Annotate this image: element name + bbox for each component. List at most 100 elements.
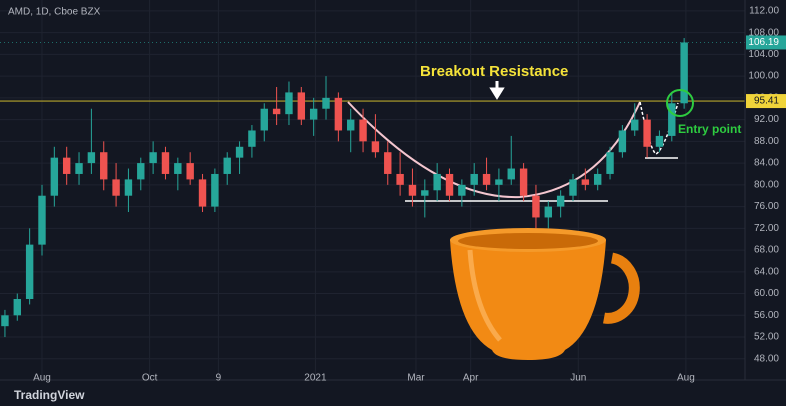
y-tick-label: 52.00 [754,332,779,343]
candle-body [631,119,639,131]
candle-body [235,146,244,158]
candle-body [186,163,194,180]
candle-body [519,168,528,196]
candle-body [544,206,553,218]
candle-body [137,163,145,180]
x-tick-label: Aug [677,373,695,384]
candle-body [198,179,207,207]
candle-body [606,152,614,174]
arrow [489,81,505,100]
candle-body [668,103,676,136]
y-tick-label: 104.00 [748,49,779,60]
y-tick-label: 88.00 [754,136,779,147]
cup-handle [603,252,640,324]
y-tick-label: 92.00 [754,114,779,125]
x-tick-label: Oct [142,373,158,384]
axes: 48.00 52.00 56.00 60.00 64.00 68.00 72.00 76.00… [33,6,786,384]
candle-body [680,42,688,104]
candle-body [62,157,71,174]
candle-body [384,152,392,174]
y-tick-label: 60.00 [754,288,779,299]
y-tick-label: 56.00 [754,310,779,321]
candle-body [495,179,503,185]
candle-body [124,179,133,196]
candle-body [618,130,627,153]
candle-body [445,173,454,196]
candle-body [285,92,293,115]
cup-curve [347,101,641,199]
cup-image [450,228,640,360]
resistance-label: 95.41 [754,96,779,107]
last-price-tag [746,35,786,50]
y-tick-label: 84.00 [754,158,779,169]
candle-body [38,195,46,245]
cup-highlight [467,249,502,342]
candle-body [408,184,417,196]
candle-body [149,152,157,164]
y-tick-label: 112.00 [749,6,779,17]
candle-body [458,184,466,196]
y-tick-label: 76.00 [754,201,779,212]
candle-body [470,173,478,185]
y-tick-label: 48.00 [754,353,779,364]
candle-body [556,195,565,207]
x-tick-label: Mar [407,373,425,384]
candle-body [532,195,540,218]
candle-body [272,108,281,115]
resistance-tag [746,94,786,109]
y-tick-label: 100.00 [748,71,779,82]
candle-body [75,163,83,174]
x-tick-label: Apr [463,373,479,384]
candle-body [297,92,306,120]
candle-body [482,173,491,185]
x-tick-label: 9 [216,373,222,384]
candle-body [569,179,577,196]
annotation: Breakout Resistance [420,63,568,80]
candle-body [161,152,170,174]
last-price-label: 106.19 [748,37,779,48]
candle-body [334,97,343,131]
candle-body [87,152,96,164]
candle-body [643,119,651,147]
candle-body [396,173,404,185]
y-tick-label: 72.00 [754,223,779,234]
candle-body [211,173,219,207]
candle-body [223,157,231,174]
entry-circle [666,89,694,117]
candle-body [347,119,355,131]
y-tick-label: 80.00 [754,179,779,190]
candle-body [260,108,268,131]
candle-body [421,190,429,196]
chart-header: AMD, 1D, Cboe BZX [8,7,101,18]
candles [1,38,688,338]
x-tick-label: 2021 [304,373,327,384]
candle-body [100,152,108,180]
cup-inside [458,233,598,249]
candle-body [433,173,441,191]
candle-body [593,173,602,185]
y-tick-label: 68.00 [754,245,779,256]
annotation: Entry point [678,122,741,136]
candle-body [25,244,34,299]
candle-body [112,179,120,196]
cup-body [450,240,606,360]
candle-body [174,163,182,174]
candle-body [581,179,590,185]
x-tick-label: Aug [33,373,51,384]
candle-body [309,108,318,120]
candle-body [13,298,21,316]
y-tick-label: 64.00 [754,266,779,277]
candle-body [507,168,515,180]
footer-logo: TradingView [14,388,85,402]
y-tick-label: 108.00 [748,27,779,38]
candle-body [248,130,256,147]
candle-body [359,119,367,142]
candle-body [1,315,9,327]
candle-body [371,141,380,153]
candle-body [655,135,664,147]
x-tick-label: Jun [570,373,586,384]
candle-body [50,157,59,196]
candle-body [322,97,330,109]
